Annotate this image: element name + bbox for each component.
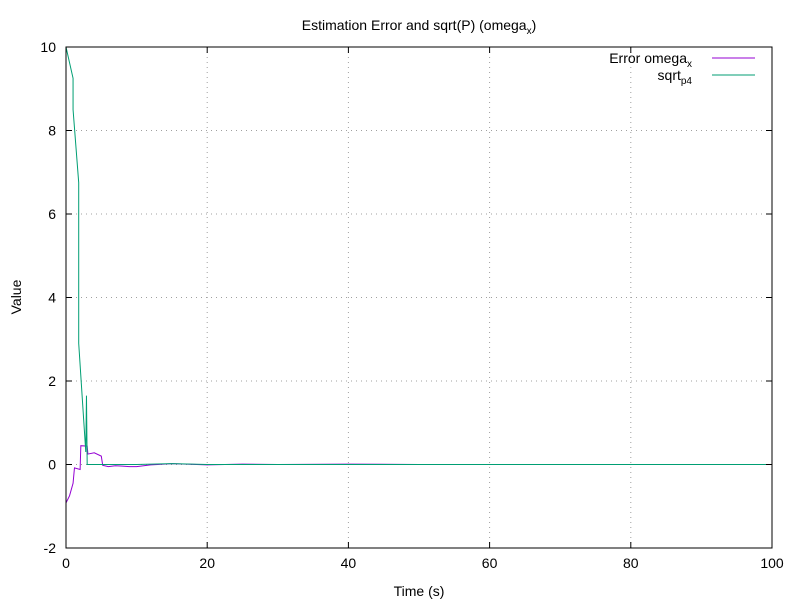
- x-axis-label: Time (s): [394, 583, 445, 599]
- series-line-1: [65, 46, 772, 465]
- y-tick-label: -2: [44, 540, 57, 556]
- chart-title-end: ): [532, 17, 537, 33]
- x-tick-label: 60: [482, 555, 498, 571]
- chart-title: Estimation Error and sqrt(P) (omegax): [302, 17, 537, 37]
- series-lines: [65, 46, 772, 504]
- chart-title-sub: x: [527, 26, 532, 37]
- legend-label-0: Error omegax: [609, 50, 692, 70]
- x-tick-label: 0: [62, 555, 70, 571]
- x-tick-label: 80: [623, 555, 639, 571]
- chart-title-main: Estimation Error and sqrt(P) (omega: [302, 17, 527, 33]
- series-line-0: [65, 445, 772, 504]
- x-tick-label: 100: [760, 555, 784, 571]
- legend-label-1: sqrtp4: [658, 67, 693, 87]
- x-tick-label: 20: [199, 555, 215, 571]
- x-tick-label: 40: [341, 555, 357, 571]
- legend-label-name: Error omega: [609, 50, 687, 66]
- legend-label-sub: x: [687, 59, 692, 70]
- y-tick-label: 2: [48, 373, 56, 389]
- grid-lines: [66, 47, 772, 548]
- axis-ticks: 0 20 40 60 80 100 -2 0 2 4 6 8 10: [40, 39, 783, 571]
- y-tick-label: 0: [48, 457, 56, 473]
- legend-label-name: sqrt: [658, 67, 681, 83]
- legend-label-sub: p4: [681, 76, 693, 87]
- y-tick-label: 8: [48, 123, 56, 139]
- y-tick-label: 6: [48, 206, 56, 222]
- y-axis-label: Value: [8, 279, 24, 314]
- y-tick-label: 10: [40, 39, 56, 55]
- y-tick-label: 4: [48, 290, 56, 306]
